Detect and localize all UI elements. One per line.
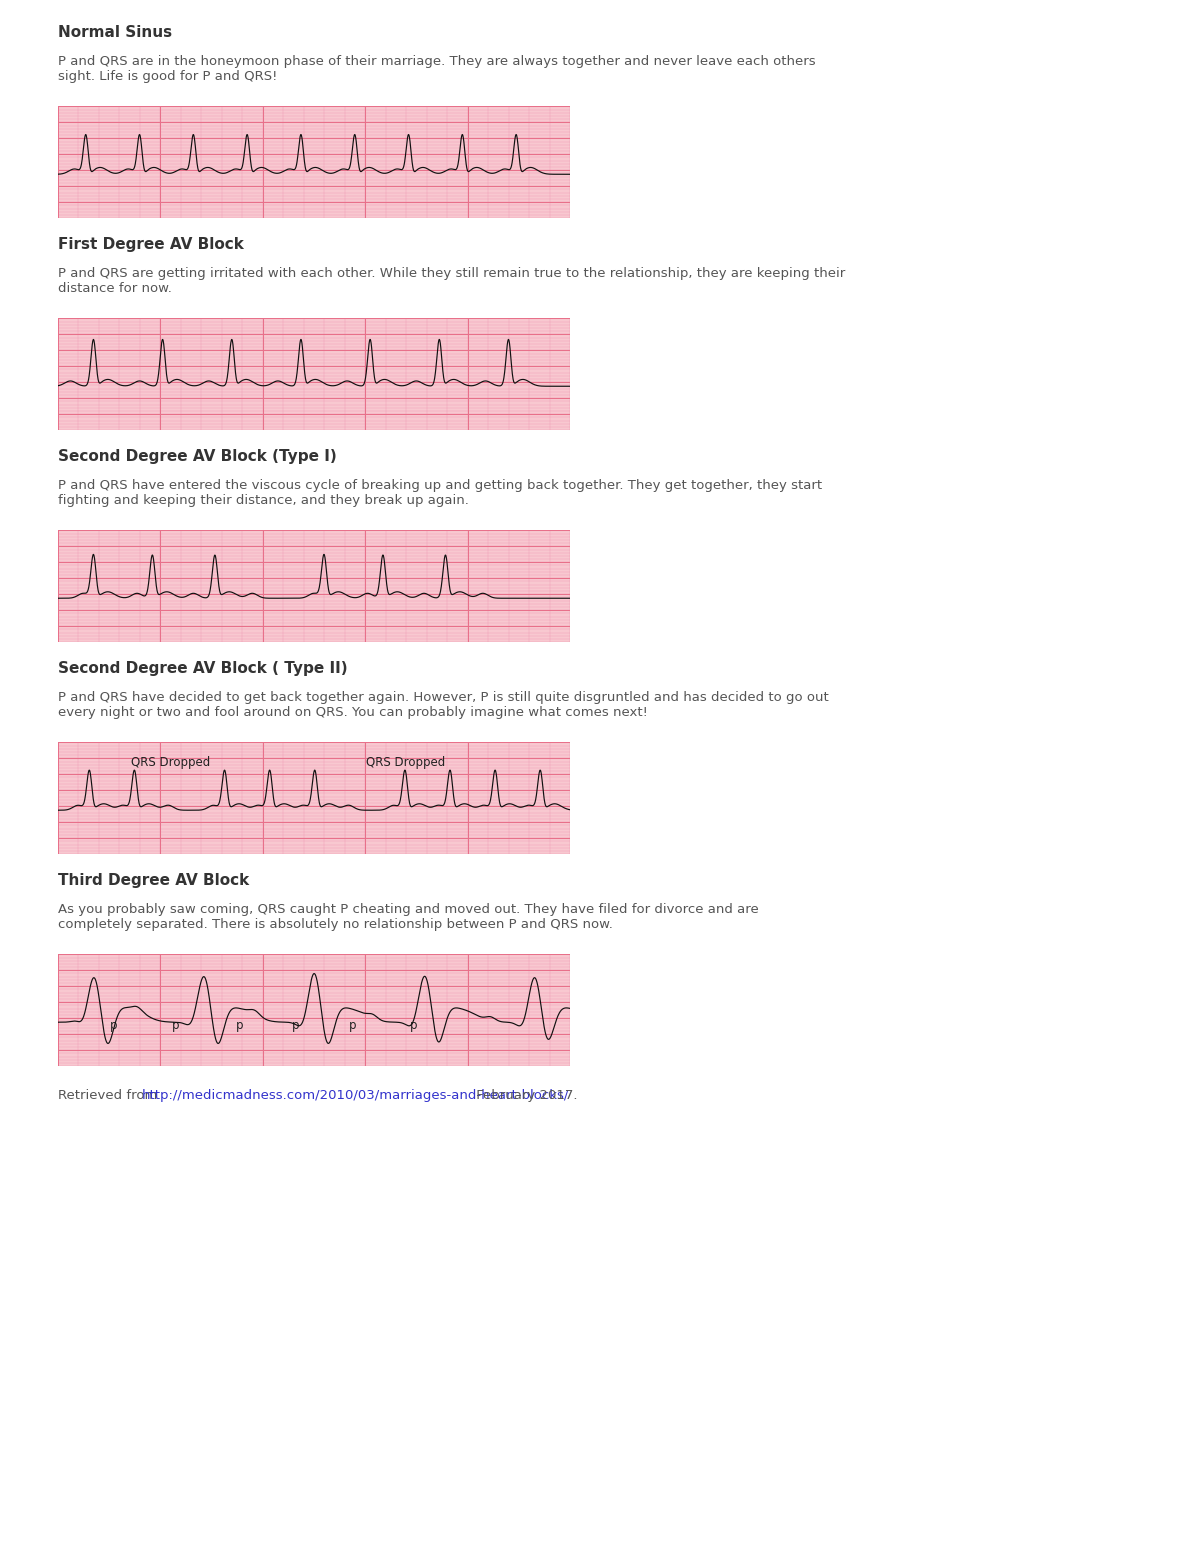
Text: P and QRS are in the honeymoon phase of their marriage. They are always together: P and QRS are in the honeymoon phase of … bbox=[58, 54, 815, 84]
Text: p: p bbox=[235, 1019, 244, 1033]
Text: Second Degree AV Block (Type I): Second Degree AV Block (Type I) bbox=[58, 449, 336, 464]
Text: As you probably saw coming, QRS caught P cheating and moved out. They have filed: As you probably saw coming, QRS caught P… bbox=[58, 902, 758, 932]
Text: p: p bbox=[110, 1019, 118, 1033]
Text: February 2017.: February 2017. bbox=[473, 1090, 578, 1103]
Text: Third Degree AV Block: Third Degree AV Block bbox=[58, 873, 248, 888]
Text: p: p bbox=[410, 1019, 418, 1033]
Text: Retrieved from: Retrieved from bbox=[58, 1090, 161, 1103]
Text: P and QRS are getting irritated with each other. While they still remain true to: P and QRS are getting irritated with eac… bbox=[58, 267, 845, 295]
Text: http://medicmadness.com/2010/03/marriages-and-heart-blocks/: http://medicmadness.com/2010/03/marriage… bbox=[142, 1090, 569, 1103]
Text: Normal Sinus: Normal Sinus bbox=[58, 25, 172, 40]
Text: QRS Dropped: QRS Dropped bbox=[131, 756, 210, 769]
Text: QRS Dropped: QRS Dropped bbox=[366, 756, 445, 769]
Text: P and QRS have entered the viscous cycle of breaking up and getting back togethe: P and QRS have entered the viscous cycle… bbox=[58, 478, 822, 508]
Text: P and QRS have decided to get back together again. However, P is still quite dis: P and QRS have decided to get back toget… bbox=[58, 691, 828, 719]
Text: p: p bbox=[172, 1019, 179, 1033]
Text: Second Degree AV Block ( Type II): Second Degree AV Block ( Type II) bbox=[58, 660, 347, 676]
Text: p: p bbox=[292, 1019, 300, 1033]
Text: First Degree AV Block: First Degree AV Block bbox=[58, 236, 244, 252]
Text: p: p bbox=[348, 1019, 356, 1033]
